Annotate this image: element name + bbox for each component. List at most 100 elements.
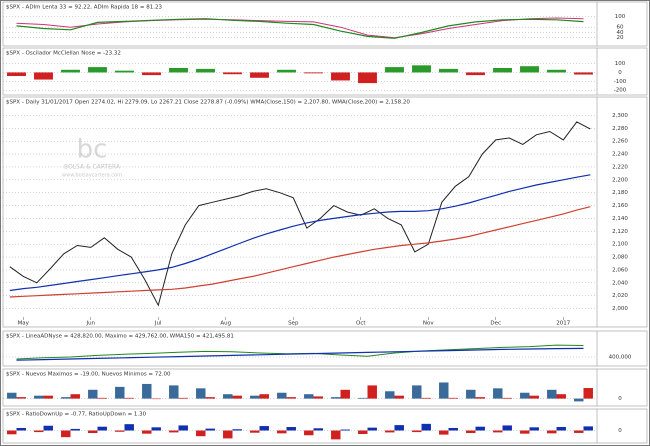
bar [304, 72, 323, 74]
y-tick-label: 0 [618, 428, 622, 434]
bar [259, 426, 269, 431]
bar [574, 398, 584, 402]
bar [412, 385, 422, 399]
bar [277, 69, 296, 73]
bar [142, 383, 152, 399]
bar [574, 430, 584, 433]
series-line [9, 121, 591, 307]
bar [61, 69, 80, 73]
panel [2, 330, 648, 367]
bar [547, 389, 557, 399]
panel-title: $SPX - Oscilador McClellan Nose = -23.32 [6, 51, 121, 57]
y-tick-label: 2,040 [612, 280, 628, 286]
series-line [9, 174, 591, 292]
bar [520, 392, 530, 399]
bar [178, 397, 188, 399]
panel [2, 1, 648, 47]
bar [223, 72, 242, 75]
bar [313, 396, 323, 399]
bar [493, 68, 512, 73]
bar [196, 388, 206, 399]
panel-title: $SPX - LineaADNyse = 428,820.00, Maximo … [6, 334, 234, 340]
bar [358, 430, 368, 434]
bar [124, 397, 134, 399]
bar [34, 395, 44, 399]
y-tick-label: 2,300 [612, 113, 628, 119]
series-line [16, 17, 584, 39]
y-tick-label: 2,160 [612, 203, 628, 209]
bar [88, 67, 107, 73]
series-line [16, 347, 584, 361]
panel-title: $SPX - Nuevos Maximos = -19.00, Nuevos M… [6, 372, 171, 378]
bar [169, 430, 179, 433]
bar [412, 65, 431, 73]
bar [16, 397, 26, 399]
y-tick-label: 2,060 [612, 267, 628, 273]
bar [466, 72, 485, 76]
bar [250, 430, 260, 433]
x-tick-label: Aug [220, 321, 231, 327]
bar [169, 385, 179, 399]
bar [97, 397, 107, 399]
bar [304, 430, 314, 436]
bar [61, 397, 71, 399]
bar [151, 398, 161, 400]
watermark-url: www.bolsaycartera.com [62, 173, 122, 179]
bar [493, 388, 503, 399]
bar [475, 397, 485, 399]
y-tick-label: 2,240 [612, 152, 628, 158]
bar [88, 389, 98, 399]
y-tick-label: 2,120 [612, 229, 628, 235]
bar [205, 397, 215, 399]
x-tick-label: Dec [490, 321, 501, 327]
bar [169, 68, 188, 73]
bar [556, 427, 566, 431]
y-tick-label: -100 [614, 79, 627, 85]
watermark-logo: bc [77, 135, 108, 165]
y-tick-label: 2,020 [612, 293, 628, 299]
bar [304, 394, 314, 399]
bar [250, 72, 269, 78]
bar [367, 385, 377, 399]
bar [286, 397, 296, 399]
bar [232, 395, 242, 399]
bar [529, 395, 539, 399]
bar [16, 427, 26, 431]
bar [286, 427, 296, 431]
bar [277, 392, 287, 399]
bar [259, 394, 269, 399]
y-tick-label: -200 [614, 88, 627, 94]
bar [70, 428, 80, 431]
x-tick-label: Nov [423, 321, 434, 327]
bar [115, 70, 134, 73]
panel [2, 47, 648, 96]
bar [43, 395, 53, 399]
y-tick-label: 2,220 [612, 164, 628, 170]
bar [556, 394, 566, 399]
bar [196, 430, 206, 437]
bar [340, 429, 350, 431]
y-tick-label: 2,260 [612, 139, 628, 145]
bar [7, 72, 26, 76]
bar [70, 394, 80, 399]
x-tick-label: Oct [356, 321, 366, 327]
bar [421, 423, 431, 431]
bar [583, 388, 593, 399]
bar [385, 67, 404, 73]
bar [61, 430, 71, 438]
y-tick-label: 2,140 [612, 216, 628, 222]
x-tick-label: May [18, 321, 30, 327]
y-tick-label: 2,000 [612, 306, 628, 312]
bar [358, 397, 368, 399]
bar [385, 391, 395, 399]
y-tick-label: 2,180 [612, 190, 628, 196]
bar [529, 427, 539, 431]
bar [475, 426, 485, 431]
bar [466, 430, 476, 434]
y-tick-label: 40 [617, 30, 624, 36]
bar [151, 427, 161, 431]
bar [448, 427, 458, 431]
panel-title: $SPX - RatioDownUp = -0.77, RatioUpDown … [6, 412, 147, 418]
x-tick-label: 2017 [556, 321, 570, 327]
